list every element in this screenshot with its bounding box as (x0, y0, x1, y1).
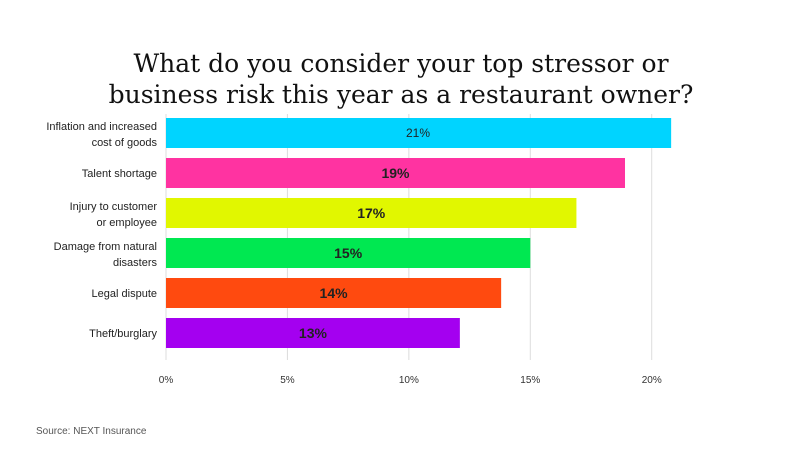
category-label-line: cost of goods (92, 137, 158, 149)
category-label: Legal dispute (92, 288, 157, 300)
bar (166, 238, 531, 268)
chart-title-line-2: business risk this year as a restaurant … (109, 80, 694, 109)
category-label: Theft/burglary (89, 328, 157, 340)
category-label: Damage from natural disasters (54, 241, 158, 269)
value-label: 14% (320, 285, 349, 301)
value-label: 13% (299, 325, 328, 341)
bars (166, 118, 672, 348)
category-label-line: Injury to customer (70, 201, 158, 213)
bar (166, 118, 672, 148)
x-tick-label: 20% (642, 375, 662, 386)
value-label: 19% (381, 165, 410, 181)
value-label: 21% (406, 126, 430, 140)
value-label: 15% (334, 245, 363, 261)
x-tick-label: 5% (280, 375, 295, 386)
category-label-line: Damage from natural (54, 241, 157, 253)
category-label-line: disasters (113, 257, 158, 269)
bar (166, 318, 460, 348)
value-label: 17% (357, 205, 386, 221)
x-tick-label: 15% (520, 375, 540, 386)
x-tick-label: 10% (399, 375, 419, 386)
category-label: Inflation and increased cost of goods (46, 121, 157, 149)
bar (166, 278, 502, 308)
bar (166, 158, 625, 188)
source-note: Source: NEXT Insurance (36, 426, 147, 437)
chart-title-line-1: What do you consider your top stressor o… (133, 49, 668, 78)
x-tick-label: 0% (159, 375, 174, 386)
x-axis-tick-labels: 0% 5% 10% 15% 20% (159, 375, 662, 386)
category-labels: Inflation and increased cost of goods Tale… (46, 121, 157, 340)
category-label-line: Inflation and increased (46, 121, 157, 133)
category-label: Injury to customer or employee (70, 201, 158, 229)
category-label: Talent shortage (82, 168, 157, 180)
chart-title: What do you consider your top stressor o… (109, 49, 694, 109)
category-label-line: or employee (96, 217, 157, 229)
value-labels: 21% 19% 17% 15% 14% 13% (299, 126, 430, 341)
bar (166, 198, 577, 228)
